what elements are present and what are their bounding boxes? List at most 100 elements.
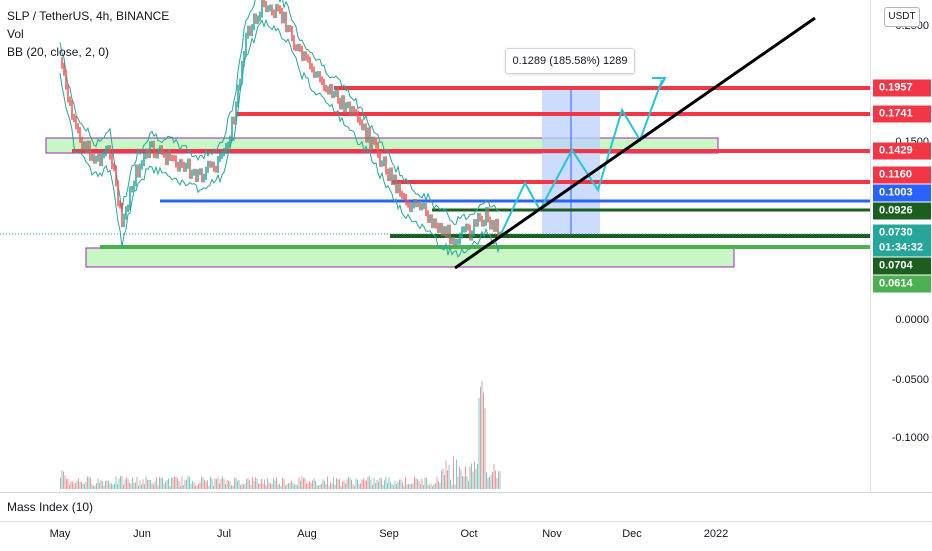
volume-bar: [241, 483, 243, 489]
volume-bar: [288, 483, 289, 489]
volume-bar: [157, 485, 159, 489]
volume-bar: [358, 483, 360, 489]
price-projection-path[interactable]: [499, 79, 663, 237]
volume-bar: [484, 408, 486, 489]
volume-bar: [88, 476, 90, 489]
volume-bar: [94, 485, 96, 489]
volume-bar: [339, 478, 340, 489]
volume-bar: [150, 479, 151, 489]
volume-bar: [391, 484, 393, 489]
volume-bar: [253, 481, 255, 489]
volume-bar: [403, 485, 405, 489]
volume-bar: [490, 474, 492, 489]
volume-bar: [207, 480, 208, 489]
volume-bar: [208, 485, 210, 489]
volume-bar: [105, 481, 106, 489]
time-axis-label: Oct: [460, 528, 478, 540]
volume-bar: [87, 476, 88, 489]
volume-bar: [198, 483, 199, 489]
volume-bar: [373, 477, 375, 489]
volume-bar: [349, 477, 351, 489]
volume-bar: [313, 478, 315, 489]
volume-bar: [136, 476, 138, 489]
volume-bar: [397, 481, 399, 489]
price-tag-support: 0.0926: [873, 202, 931, 220]
volume-bar: [246, 479, 247, 489]
volume-bar: [453, 456, 454, 489]
volume-bar: [84, 484, 85, 489]
mass-index-pane[interactable]: Mass Index (10): [0, 493, 870, 521]
volume-bar: [283, 478, 285, 489]
mass-index-label[interactable]: Mass Index (10): [7, 500, 94, 514]
price-candles: [61, 0, 501, 247]
volume-bar: [304, 477, 306, 489]
volume-bar: [372, 484, 373, 489]
price-axis[interactable]: 0.2500 0.1500 0.0000 -0.0500 -0.1000 0.1…: [870, 0, 932, 492]
volume-bar: [285, 485, 286, 489]
volume-bar: [333, 476, 334, 489]
volume-bar: [277, 484, 279, 489]
lower-demand-zone[interactable]: [85, 247, 735, 268]
time-axis-label: Jun: [133, 528, 151, 540]
volume-bar: [412, 483, 414, 489]
volume-bar: [315, 480, 316, 489]
volume-bar: [225, 483, 226, 489]
volume-indicator-label[interactable]: Vol: [7, 27, 24, 41]
bollinger-indicator-label[interactable]: BB (20, close, 2, 0): [7, 45, 110, 59]
volume-bar: [147, 479, 148, 489]
volume-bar: [318, 485, 319, 489]
volume-bar: [309, 481, 310, 489]
volume-bar: [445, 460, 447, 489]
volume-bar: [465, 466, 466, 489]
volume-bar: [219, 483, 220, 489]
volume-bar: [289, 482, 291, 489]
time-axis[interactable]: May Jun Jul Aug Sep Oct Nov Dec 2022: [0, 521, 932, 551]
volume-bar: [73, 484, 75, 489]
volume-bar: [394, 480, 396, 489]
volume-bar: [357, 479, 358, 489]
volume-bar: [340, 485, 342, 489]
volume-bar: [148, 479, 150, 489]
price-chart-canvas[interactable]: [0, 0, 870, 492]
volume-bar: [460, 469, 462, 489]
volume-bar: [444, 475, 445, 489]
volume-bar: [189, 476, 190, 489]
volume-bar: [196, 485, 198, 489]
volume-bar: [112, 484, 114, 489]
volume-bar: [91, 484, 93, 489]
volume-bar: [345, 483, 346, 489]
pane-separator[interactable]: [0, 492, 932, 493]
volume-bar: [390, 482, 391, 489]
volume-bar: [178, 480, 180, 489]
volume-bar: [319, 484, 321, 489]
main-chart-pane[interactable]: SLP / TetherUS, 4h, BINANCE Vol BB (20, …: [0, 0, 870, 492]
volume-bar: [469, 466, 471, 489]
volume-bar: [366, 480, 367, 489]
volume-bar: [370, 479, 372, 489]
volume-bar: [369, 476, 370, 489]
time-axis-label: Jul: [216, 528, 232, 540]
volume-bar: [159, 476, 160, 489]
volume-bar: [165, 481, 166, 489]
volume-bar: [141, 484, 142, 489]
ascending-trendline[interactable]: [454, 16, 816, 270]
volume-bar: [61, 470, 63, 489]
volume-bar: [166, 479, 168, 489]
volume-bar: [156, 477, 157, 489]
bollinger-bands: [59, 0, 501, 258]
currency-button[interactable]: USDT: [884, 7, 920, 27]
volume-bar: [447, 470, 448, 489]
volume-bar: [199, 482, 201, 489]
volume-bar: [330, 482, 331, 489]
volume-bar: [298, 477, 300, 489]
volume-bar: [181, 476, 183, 489]
symbol-title[interactable]: SLP / TetherUS, 4h, BINANCE: [7, 9, 170, 23]
volume-bar: [111, 483, 112, 489]
volume-bar: [70, 480, 72, 489]
volume-bar: [223, 478, 225, 489]
volume-bar: [259, 483, 261, 489]
volume-bar: [439, 482, 441, 489]
volume-bar: [343, 480, 345, 489]
volume-bar: [69, 484, 70, 489]
volume-bar: [118, 478, 120, 489]
